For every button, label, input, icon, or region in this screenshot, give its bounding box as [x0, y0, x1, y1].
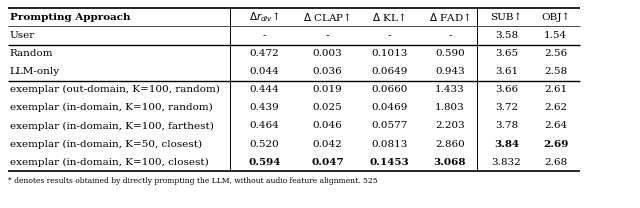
Text: 1.54: 1.54: [544, 31, 568, 40]
Text: 2.62: 2.62: [544, 103, 568, 112]
Text: 0.444: 0.444: [250, 85, 280, 94]
Text: 1.433: 1.433: [435, 85, 465, 94]
Text: 0.520: 0.520: [250, 140, 280, 149]
Text: 2.860: 2.860: [435, 140, 465, 149]
Text: 0.003: 0.003: [312, 49, 342, 58]
Text: 0.943: 0.943: [435, 67, 465, 76]
Text: 3.84: 3.84: [494, 140, 519, 149]
Text: exemplar (in-domain, K=50, closest): exemplar (in-domain, K=50, closest): [10, 140, 202, 149]
Text: -: -: [387, 31, 391, 40]
Text: exemplar (in-domain, K=100, farthest): exemplar (in-domain, K=100, farthest): [10, 121, 214, 130]
Text: -: -: [263, 31, 266, 40]
Text: $\Delta r_{div}$↑: $\Delta r_{div}$↑: [249, 10, 280, 24]
Text: Prompting Approach: Prompting Approach: [10, 13, 130, 22]
Text: LLM-only: LLM-only: [10, 67, 60, 76]
Text: 0.0813: 0.0813: [371, 140, 407, 149]
Text: 2.56: 2.56: [544, 49, 568, 58]
Text: 0.0649: 0.0649: [371, 67, 407, 76]
Text: exemplar (in-domain, K=100, random): exemplar (in-domain, K=100, random): [10, 103, 212, 112]
Text: exemplar (in-domain, K=100, closest): exemplar (in-domain, K=100, closest): [10, 158, 209, 167]
Text: 2.58: 2.58: [544, 67, 568, 76]
Text: 3.66: 3.66: [495, 85, 518, 94]
Text: 2.64: 2.64: [544, 121, 568, 130]
Text: 0.036: 0.036: [312, 67, 342, 76]
Text: 0.439: 0.439: [250, 103, 280, 112]
Text: 0.0469: 0.0469: [371, 103, 407, 112]
Text: * denotes results obtained by directly prompting the LLM, without audio feature : * denotes results obtained by directly p…: [8, 177, 378, 185]
Text: 3.72: 3.72: [495, 103, 518, 112]
Text: 3.068: 3.068: [434, 158, 466, 167]
Text: -: -: [326, 31, 329, 40]
Text: 0.019: 0.019: [312, 85, 342, 94]
Text: 0.047: 0.047: [311, 158, 344, 167]
Text: 0.025: 0.025: [312, 103, 342, 112]
Text: 2.61: 2.61: [544, 85, 568, 94]
Text: 0.1453: 0.1453: [369, 158, 409, 167]
Text: exemplar (out-domain, K=100, random): exemplar (out-domain, K=100, random): [10, 85, 220, 94]
Text: 0.590: 0.590: [435, 49, 465, 58]
Text: 3.61: 3.61: [495, 67, 518, 76]
Text: 3.832: 3.832: [492, 158, 522, 167]
Text: 0.1013: 0.1013: [371, 49, 407, 58]
Text: 0.0660: 0.0660: [371, 85, 407, 94]
Text: 3.65: 3.65: [495, 49, 518, 58]
Text: 0.464: 0.464: [250, 121, 280, 130]
Text: 2.203: 2.203: [435, 121, 465, 130]
Text: 3.78: 3.78: [495, 121, 518, 130]
Text: User: User: [10, 31, 35, 40]
Text: SUB↑: SUB↑: [490, 13, 523, 22]
Text: 0.044: 0.044: [250, 67, 280, 76]
Text: OBJ↑: OBJ↑: [541, 13, 570, 22]
Text: $\Delta$ FAD↑: $\Delta$ FAD↑: [429, 11, 471, 23]
Text: 0.0577: 0.0577: [371, 121, 407, 130]
Text: 2.69: 2.69: [543, 140, 568, 149]
Text: 3.58: 3.58: [495, 31, 518, 40]
Text: 0.594: 0.594: [248, 158, 281, 167]
Text: $\Delta$ CLAP↑: $\Delta$ CLAP↑: [303, 11, 351, 23]
Text: 0.472: 0.472: [250, 49, 280, 58]
Text: -: -: [448, 31, 452, 40]
Text: 1.803: 1.803: [435, 103, 465, 112]
Text: $\Delta$ KL↑: $\Delta$ KL↑: [372, 11, 406, 23]
Text: 0.042: 0.042: [312, 140, 342, 149]
Text: 2.68: 2.68: [544, 158, 568, 167]
Text: Random: Random: [10, 49, 53, 58]
Text: 0.046: 0.046: [312, 121, 342, 130]
